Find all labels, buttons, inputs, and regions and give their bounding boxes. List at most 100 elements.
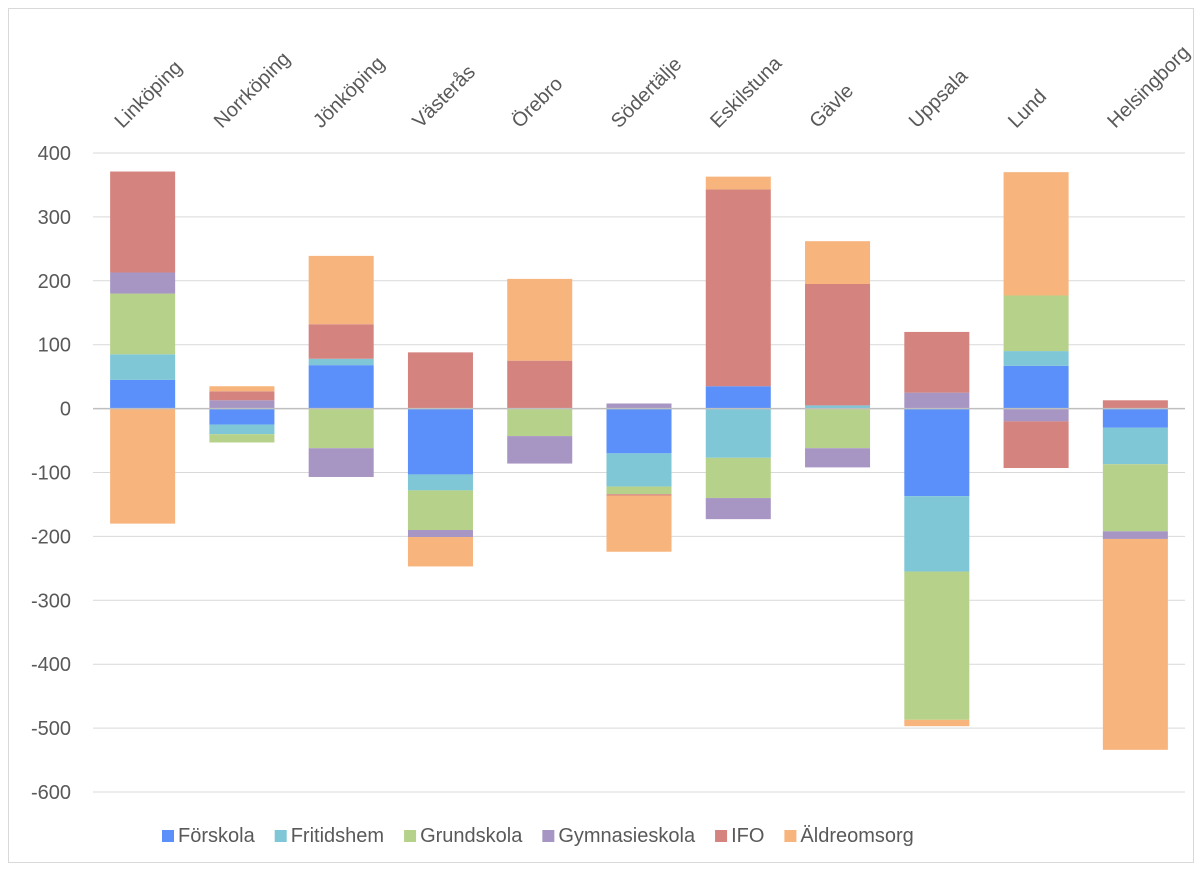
bar-uppsala-aldreomsorg [904, 719, 970, 727]
stacked-bar-chart: 400 300 200 100 0 -100 -200 -300 -400 -500 -600 Li… [31, 42, 1195, 847]
legend-label: Äldreomsorg [800, 825, 913, 847]
y-tick-label: 100 [38, 335, 71, 357]
y-tick-label: -200 [31, 526, 71, 548]
legend-swatch [542, 830, 555, 842]
legend-item-grundskola: Grundskola [404, 825, 523, 847]
category-label-linkoping: Linköping [111, 56, 187, 132]
bar-norrkoping-fritidshem [209, 424, 275, 435]
bar-vasteras-grundskola [407, 490, 473, 531]
bar-sodertalje-aldreomsorg [606, 495, 672, 552]
y-axis-tick-labels: 400 300 200 100 0 -100 -200 -300 -400 -500 -600 [31, 143, 71, 804]
category-labels: Linköping Norrköping Jönköping Västerås Öreb… [111, 42, 1195, 133]
bar-orebro-ifo [507, 360, 573, 409]
bar-sodertalje-fritidshem [606, 453, 672, 487]
bar-linkoping-gymnasieskola [110, 272, 176, 294]
bar-eskilstuna-ifo [705, 189, 771, 387]
legend-swatch [274, 830, 287, 842]
legend-label: Gymnasieskola [558, 825, 696, 847]
bar-jonkoping-fritidshem [308, 358, 374, 366]
chart-frame: 400 300 200 100 0 -100 -200 -300 -400 -500 -600 Li… [8, 8, 1194, 863]
category-label-sodertalje: Södertälje [607, 53, 686, 132]
y-tick-label: -600 [31, 782, 71, 804]
legend-swatch [715, 830, 728, 842]
bar-jonkoping-forskola [308, 365, 374, 409]
y-tick-label: -100 [31, 463, 71, 485]
category-label-jonkoping: Jönköping [309, 52, 389, 132]
bar-norrkoping-grundskola [209, 434, 275, 443]
y-tick-label: -500 [31, 718, 71, 740]
category-label-lund: Lund [1004, 86, 1051, 133]
bar-sodertalje-gymnasieskola [606, 403, 672, 409]
bar-vasteras-ifo [407, 352, 473, 409]
bar-lund-fritidshem [1003, 351, 1069, 366]
bar-lund-grundskola [1003, 295, 1069, 352]
bar-eskilstuna-forskola [705, 386, 771, 409]
legend-item-ifo: IFO [715, 825, 764, 847]
bar-helsingborg-forskola [1102, 408, 1168, 428]
y-tick-label: 300 [38, 207, 71, 229]
y-tick-label: 200 [38, 271, 71, 293]
legend-swatch [784, 830, 797, 842]
legend-item-fritidshem: Fritidshem [274, 825, 384, 847]
legend: Förskola Fritidshem Grundskola Gymnasieskol… [162, 825, 914, 847]
category-label-gavle: Gävle [806, 80, 859, 133]
legend-label: Fritidshem [291, 825, 384, 847]
category-label-uppsala: Uppsala [905, 64, 973, 132]
bar-orebro-grundskola [507, 408, 573, 437]
bar-lund-forskola [1003, 365, 1069, 409]
bar-uppsala-forskola [904, 408, 970, 497]
bar-uppsala-fritidshem [904, 496, 970, 572]
bar-vasteras-aldreomsorg [407, 537, 473, 567]
bar-linkoping-fritidshem [110, 354, 176, 380]
bar-linkoping-grundskola [110, 293, 176, 355]
bar-helsingborg-aldreomsorg [1102, 538, 1168, 750]
legend-label: Förskola [178, 825, 256, 847]
legend-swatch [162, 830, 174, 842]
bar-norrkoping-forskola [209, 408, 275, 425]
y-tick-label: -300 [31, 590, 71, 612]
category-label-eskilstuna: Eskilstuna [706, 52, 787, 133]
bar-orebro-gymnasieskola [507, 436, 573, 464]
bar-vasteras-fritidshem [407, 474, 473, 491]
bar-gavle-gymnasieskola [805, 448, 871, 468]
category-label-norrkoping: Norrköping [210, 48, 295, 133]
bar-gavle-grundskola [805, 408, 871, 449]
bar-linkoping-ifo [110, 171, 176, 273]
bar-helsingborg-grundskola [1102, 464, 1168, 532]
bar-gavle-aldreomsorg [805, 241, 871, 284]
bar-eskilstuna-grundskola [705, 457, 771, 499]
legend-label: Grundskola [420, 825, 523, 847]
bar-orebro-aldreomsorg [507, 278, 573, 361]
legend-item-forskola: Förskola [162, 825, 256, 847]
bar-eskilstuna-aldreomsorg [705, 176, 771, 190]
legend-label: IFO [731, 825, 764, 847]
bar-gavle-fritidshem [805, 405, 871, 409]
bar-jonkoping-ifo [308, 324, 374, 359]
y-tick-label: 0 [60, 399, 71, 421]
bar-jonkoping-aldreomsorg [308, 255, 374, 325]
category-label-helsingborg: Helsingborg [1103, 42, 1194, 133]
bar-uppsala-grundskola [904, 571, 970, 720]
bar-sodertalje-grundskola [606, 486, 672, 495]
legend-item-aldreomsorg: Äldreomsorg [784, 825, 914, 847]
bar-linkoping-aldreomsorg [110, 408, 176, 524]
bar-helsingborg-fritidshem [1102, 427, 1168, 465]
bar-vasteras-forskola [407, 408, 473, 475]
bar-uppsala-gymnasieskola [904, 392, 970, 409]
bar-helsingborg-ifo [1102, 400, 1168, 409]
bar-jonkoping-gymnasieskola [308, 448, 374, 477]
bars [110, 171, 1168, 750]
y-tick-label: -400 [31, 654, 71, 676]
bar-lund-ifo [1003, 421, 1069, 469]
bar-linkoping-forskola [110, 379, 176, 409]
bar-norrkoping-ifo [209, 391, 275, 401]
y-tick-label: 400 [38, 143, 71, 165]
bar-lund-aldreomsorg [1003, 172, 1069, 296]
bar-sodertalje-forskola [606, 408, 672, 454]
bar-lund-gymnasieskola [1003, 408, 1069, 422]
bar-eskilstuna-fritidshem [705, 408, 771, 458]
bar-uppsala-ifo [904, 331, 970, 393]
category-label-vasteras: Västerås [408, 61, 479, 132]
bar-vasteras-gymnasieskola [407, 530, 473, 538]
bar-helsingborg-gymnasieskola [1102, 531, 1168, 539]
